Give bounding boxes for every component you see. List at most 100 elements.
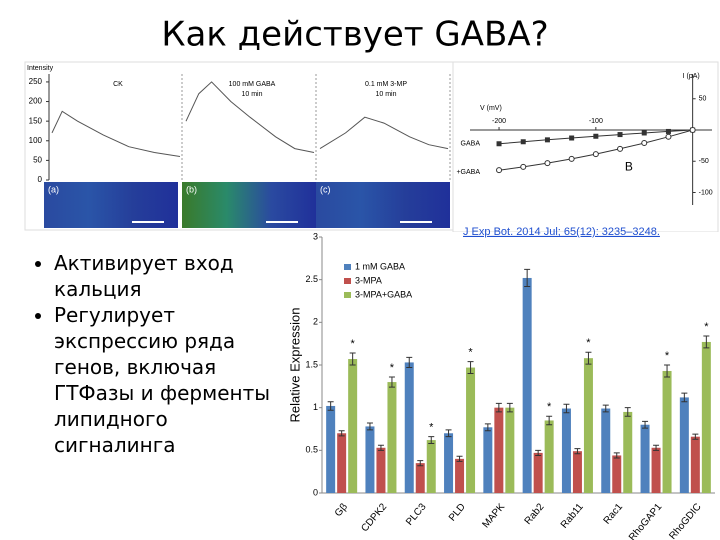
x-tick-label: -100 (589, 118, 603, 125)
error-bar (484, 423, 491, 432)
panel-time: 10 min (241, 91, 262, 98)
panel-label: (a) (48, 184, 59, 194)
iv-point (617, 132, 623, 138)
error-bar (681, 392, 688, 403)
significance-mark: * (429, 422, 434, 434)
error-bar (653, 444, 660, 451)
legend-label: 1 mM GABA (355, 261, 405, 271)
iv-point (641, 140, 648, 147)
iv-point (520, 139, 526, 145)
error-bar (524, 268, 531, 287)
bar (387, 382, 397, 493)
significance-mark: * (468, 346, 473, 358)
y-tick-label: 100 (29, 136, 43, 145)
iv-point (592, 151, 599, 158)
significance-mark: * (547, 401, 552, 413)
error-bar (327, 401, 334, 411)
bar (444, 433, 454, 493)
legend-swatch (344, 292, 351, 298)
error-bar (563, 403, 570, 414)
legend-label: 3-MPA (355, 275, 382, 285)
significance-mark: * (390, 362, 395, 374)
error-bar (624, 407, 631, 417)
bar (494, 407, 504, 493)
bar (662, 370, 672, 493)
y-tick-label: 0.5 (305, 445, 318, 455)
series-label: GABA (461, 141, 481, 148)
error-bar (602, 404, 609, 413)
y-tick-label: 2.5 (305, 274, 318, 284)
error-bar (495, 402, 502, 413)
error-bar (574, 448, 581, 455)
panel-time: 10 min (375, 91, 396, 98)
intensity-curve (319, 116, 449, 150)
y-tick-label: 0 (313, 487, 318, 497)
bar (572, 451, 582, 493)
iv-point (568, 155, 575, 162)
x-tick-label: -200 (492, 118, 506, 125)
y-tick-label: 1.5 (305, 359, 318, 369)
figure-b-frame (452, 61, 719, 233)
bar (455, 458, 465, 493)
bar (326, 405, 336, 493)
bar (583, 358, 593, 493)
bar (601, 408, 611, 493)
iv-point (520, 163, 527, 170)
error-bar (349, 352, 356, 366)
error-bar (546, 415, 553, 426)
bar (365, 426, 375, 493)
bar (623, 411, 633, 493)
y-axis-label: Relative Expression (287, 308, 302, 423)
y-axis-label: Intensity (27, 65, 54, 72)
bar (348, 359, 358, 493)
y-tick-label: 1 (313, 402, 318, 412)
significance-mark: * (665, 350, 670, 362)
significance-mark: * (351, 338, 356, 350)
error-bar (535, 449, 542, 456)
iv-point (593, 133, 599, 139)
y-tick-label: -50 (699, 158, 709, 165)
legend-label: 3-MPA+GABA (355, 289, 412, 299)
bullet: Регулирует экспрессию ряда генов, включа… (54, 302, 294, 458)
bar (415, 463, 425, 493)
error-bar (377, 444, 384, 451)
error-bar (467, 361, 474, 375)
significance-mark: * (586, 337, 591, 349)
fluorescence-image (316, 182, 450, 228)
iv-point (569, 135, 575, 141)
bar (522, 277, 532, 493)
y-tick-label: 150 (29, 116, 43, 125)
fluorescence-image (182, 182, 316, 228)
error-bar (506, 402, 513, 413)
iv-point (665, 128, 671, 134)
y-tick-label: -100 (699, 189, 713, 196)
panel-label: (b) (186, 184, 197, 194)
bar (690, 436, 700, 493)
y-tick-label: 3 (313, 231, 318, 241)
bar (701, 341, 711, 493)
error-bar (703, 335, 710, 349)
y-tick-label: 250 (29, 77, 43, 86)
error-bar (388, 376, 395, 388)
citation[interactable]: J Exp Bot. 2014 Jul; 65(12): 3235–3248. (463, 226, 660, 238)
error-bar (664, 364, 671, 378)
error-bar (338, 430, 345, 437)
bar (483, 427, 493, 493)
y-axis-label: I (pA) (683, 73, 700, 80)
iv-point (665, 133, 672, 140)
error-bar (428, 436, 435, 445)
error-bar (417, 460, 424, 467)
panel-label: (c) (320, 184, 331, 194)
panel-label: B (625, 160, 633, 174)
bar (533, 452, 543, 493)
panel-condition: CK (113, 81, 123, 88)
error-bar (366, 422, 373, 431)
iv-point (544, 137, 550, 143)
bar (640, 424, 650, 493)
error-bar (406, 356, 413, 369)
error-bar (613, 452, 620, 459)
legend-swatch (344, 264, 351, 270)
iv-point (496, 141, 502, 147)
iv-point (617, 145, 624, 152)
